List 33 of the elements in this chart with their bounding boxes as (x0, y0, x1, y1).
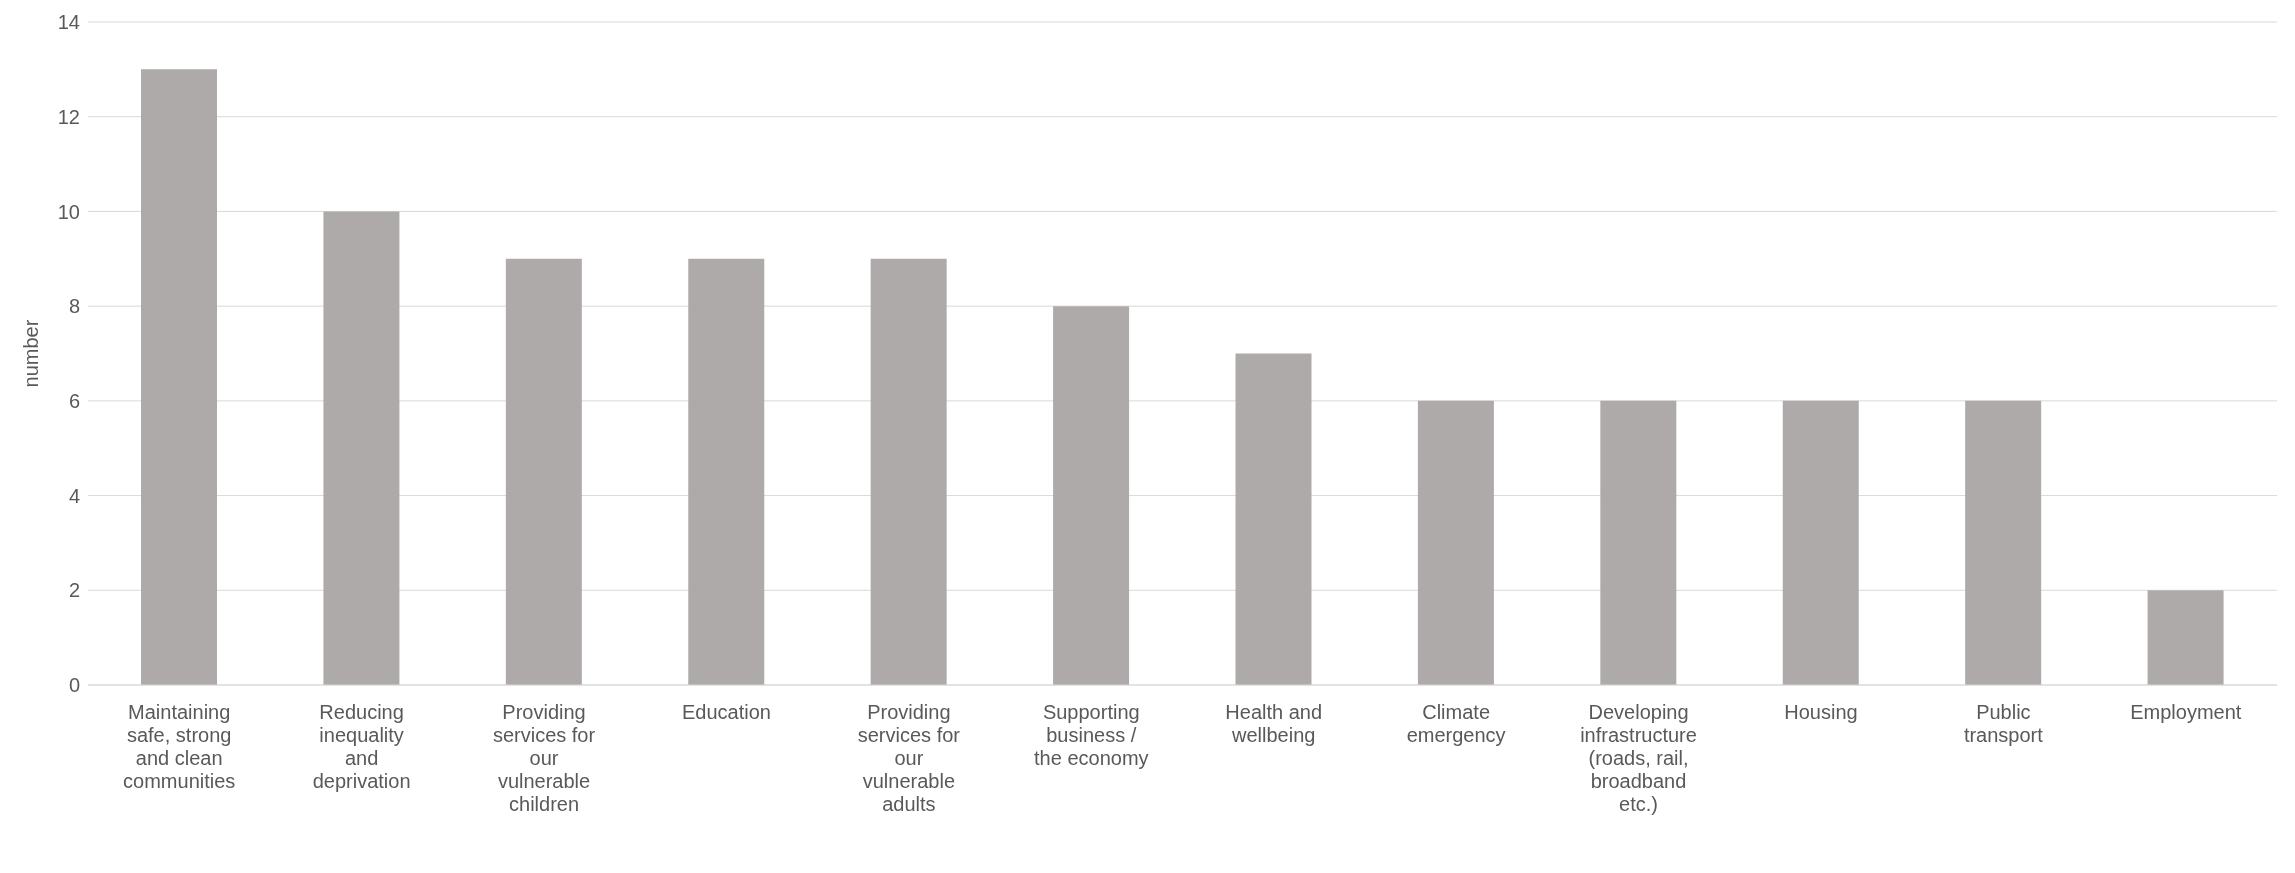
x-tick-label: Public transport (1963, 701, 2044, 746)
x-tick-label: Education (681, 701, 771, 723)
bar (2147, 590, 2224, 685)
bar (1235, 353, 1312, 685)
x-tick-label: Supporting business / the economy (1034, 701, 1149, 769)
bar (141, 69, 217, 685)
y-tick-label: 4 (68, 484, 80, 507)
y-tick-label: 6 (68, 389, 80, 412)
bar (1417, 400, 1494, 685)
x-tick-label: Providing services for our vulnerable children (492, 701, 596, 815)
x-tick-label: Health and wellbeing (1225, 701, 1323, 746)
bar (1053, 306, 1130, 685)
x-tick-label: Reducing inequality and deprivation (312, 701, 411, 792)
y-tick-label: 0 (68, 674, 80, 697)
bar (1782, 400, 1859, 685)
x-tick-label: Employment (2130, 701, 2242, 723)
y-tick-label: 10 (57, 200, 80, 223)
bar (870, 258, 947, 685)
x-tick-label: Providing services for our vulnerable adults (857, 701, 961, 815)
y-tick-label: 14 (57, 11, 80, 34)
bar (505, 258, 582, 685)
y-tick-label: 12 (57, 105, 80, 128)
bar (688, 258, 765, 685)
x-tick-label: Maintaining safe, strong and clean communities (123, 701, 236, 792)
y-tick-label: 2 (68, 579, 80, 602)
x-tick-label: Developing infrastructure (roads, rail, broadband etc.) (1580, 701, 1697, 815)
y-axis-title: number (20, 319, 43, 388)
y-tick-label: 8 (68, 295, 80, 318)
bar (1965, 400, 2042, 685)
x-tick-label: Housing (1784, 701, 1858, 723)
x-tick-label: Climate emergency (1406, 701, 1506, 746)
bar (323, 211, 400, 685)
bar (1600, 400, 1677, 685)
